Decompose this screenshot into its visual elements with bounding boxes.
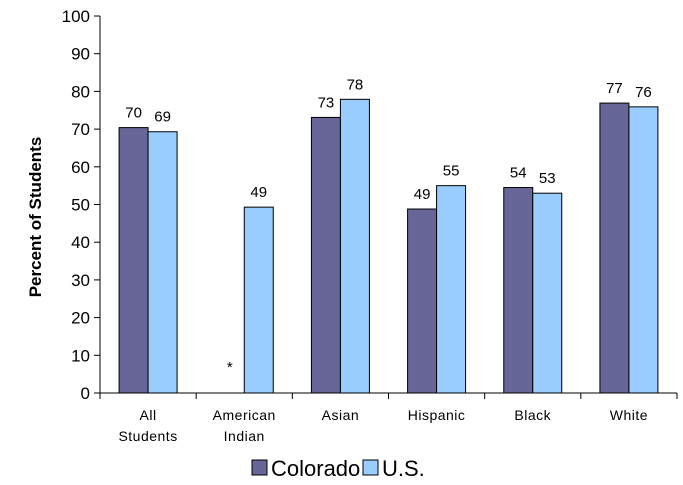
data-label: 53 [539, 170, 556, 187]
y-tick-label: 20 [71, 309, 90, 328]
x-category-label: White [610, 407, 648, 423]
bar-colorado-3 [407, 208, 438, 394]
bar-colorado-2 [310, 116, 341, 394]
data-label-suppressed: * [227, 359, 233, 376]
data-label: 49 [414, 186, 431, 203]
y-tick-label: 0 [81, 384, 90, 403]
bar-us-5 [628, 106, 659, 394]
y-tick-label: 70 [71, 120, 90, 139]
y-tick-label: 90 [71, 45, 90, 64]
x-category-label: Students [118, 428, 177, 444]
x-category-label: All [140, 407, 157, 423]
y-tick-label: 50 [71, 196, 90, 215]
data-label: 70 [125, 105, 142, 122]
data-label: 54 [510, 165, 527, 182]
data-label: 77 [606, 80, 623, 97]
data-label: 73 [318, 94, 335, 111]
data-label: 69 [154, 109, 171, 126]
x-category-label: Asian [322, 407, 360, 423]
axes-group: 0 10 20 30 40 50 60 70 80 90 100 All Students America… [62, 7, 678, 444]
bar-us-4 [532, 192, 563, 394]
y-tick-label: 30 [71, 271, 90, 290]
legend-swatch-1 [362, 459, 379, 476]
bar-colorado-5 [599, 102, 630, 394]
bar-us-1 [243, 206, 274, 394]
bar-us-3 [436, 185, 467, 394]
x-category-label: American [213, 407, 276, 423]
legend-swatch-0 [251, 459, 268, 476]
x-category-label: Black [514, 407, 551, 423]
y-tick-label: 40 [71, 233, 90, 252]
y-tick-label: 60 [71, 158, 90, 177]
data-label: 49 [250, 184, 267, 201]
legend-label-0: Colorado [271, 456, 360, 481]
x-category-label: Indian [224, 428, 265, 444]
x-category-label: Hispanic [408, 407, 466, 423]
bar-colorado-0 [118, 127, 149, 394]
legend: Colorado U.S. [251, 456, 425, 481]
y-tick-label: 80 [71, 82, 90, 101]
bar-colorado-4 [503, 187, 534, 394]
data-label: 55 [443, 163, 460, 180]
bar-us-2 [339, 98, 370, 394]
y-axis-label: Percent of Students [26, 137, 45, 298]
data-label: 76 [635, 84, 652, 101]
legend-label-1: U.S. [382, 456, 425, 481]
bars-group: 70 69 * 49 73 78 49 55 54 53 77 76 [118, 76, 659, 394]
bar-us-0 [147, 131, 178, 394]
y-tick-label: 100 [62, 7, 90, 26]
y-tick-label: 10 [71, 346, 90, 365]
data-label: 78 [347, 76, 364, 93]
